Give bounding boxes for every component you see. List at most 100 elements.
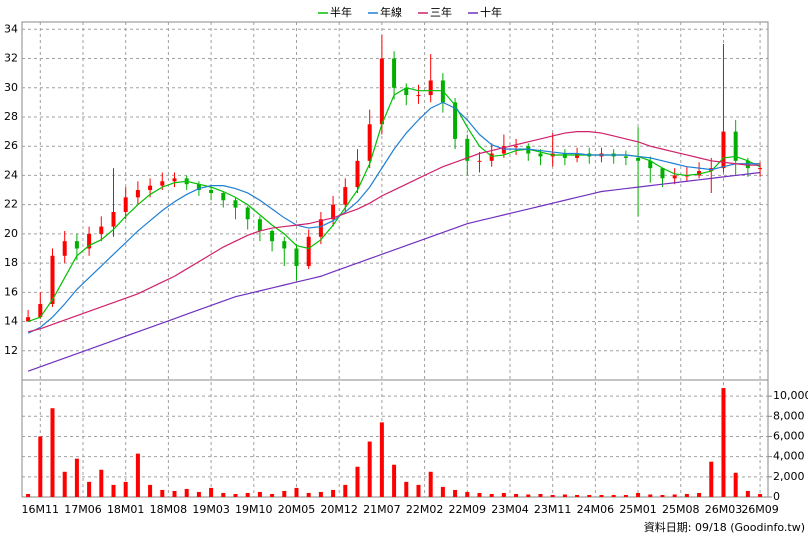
y2-tick-label: 10,000	[773, 389, 808, 402]
volume-bar	[550, 494, 555, 497]
x-tick-label: 25M08	[662, 503, 700, 516]
candle-body	[575, 153, 580, 158]
candle-body	[38, 304, 43, 318]
candle-body	[221, 192, 226, 201]
ma-line	[27, 171, 761, 372]
candle-body	[74, 241, 79, 249]
volume-bar	[465, 491, 470, 497]
candle-body	[343, 187, 348, 205]
legend-label: 年線	[380, 5, 402, 19]
legend-label: 三年	[430, 5, 452, 19]
x-tick-label: 18M08	[150, 503, 188, 516]
volume-bar	[355, 466, 360, 497]
volume-bar	[245, 492, 250, 497]
candle-body	[379, 58, 384, 125]
x-tick-label: 18M01	[107, 503, 145, 516]
volume-bar	[379, 422, 384, 497]
volume-bar	[196, 491, 201, 497]
volume-bar	[135, 453, 140, 497]
candle-body	[758, 168, 763, 170]
x-tick-label: 21M07	[363, 503, 401, 516]
x-tick-label: 22M02	[406, 503, 444, 516]
candle-body	[660, 168, 665, 179]
y2-tick-label: 6,000	[773, 429, 805, 442]
volume-bar	[489, 493, 494, 497]
candle-body	[99, 226, 104, 234]
candle-body	[697, 171, 702, 176]
volume-bar	[745, 490, 750, 497]
x-tick-label: 17M06	[64, 503, 102, 516]
candle-body	[562, 153, 567, 158]
volume-bar	[318, 491, 323, 497]
volume-bar	[294, 487, 299, 497]
x-tick-label: 19M03	[192, 503, 230, 516]
candle-body	[428, 80, 433, 96]
candle-body	[514, 146, 519, 148]
x-tick-label: 25M01	[619, 503, 657, 516]
y2-tick-label: 0	[773, 490, 780, 503]
candle-body	[538, 153, 543, 157]
volume-bar	[184, 488, 189, 497]
legend-label: 半年	[330, 5, 352, 19]
candle-body	[123, 197, 128, 212]
volume-bar	[587, 494, 592, 497]
volume-bar	[233, 493, 238, 497]
candle-body	[392, 58, 397, 88]
volume-bar	[148, 484, 153, 497]
candle-body	[526, 146, 531, 154]
y-tick-label: 16	[4, 285, 18, 298]
candle-body	[453, 102, 458, 139]
candle-body	[196, 184, 201, 191]
candle-body	[50, 255, 55, 305]
candle-body	[465, 138, 470, 161]
volume-bar	[453, 489, 458, 497]
candle-body	[404, 87, 409, 96]
volume-bar	[660, 494, 665, 497]
volume-bar	[331, 489, 336, 497]
y2-tick-label: 8,000	[773, 409, 805, 422]
volume-bar	[38, 436, 43, 497]
candle-body	[233, 200, 238, 208]
candle-body	[623, 156, 628, 158]
y-tick-label: 32	[4, 52, 18, 65]
volume-bar	[416, 484, 421, 497]
x-tick-label: 26M09	[741, 503, 779, 516]
candle-body	[477, 160, 482, 162]
volume-bar	[367, 441, 372, 497]
volume-bar	[123, 481, 128, 497]
y-tick-label: 14	[4, 315, 18, 328]
candle-body	[648, 160, 653, 169]
plot-frame	[21, 21, 769, 498]
candle-body	[209, 190, 214, 193]
volume-bar	[623, 494, 628, 497]
x-tick-label: 16M11	[22, 503, 60, 516]
candle-body	[87, 233, 92, 249]
volume-bar	[62, 471, 67, 497]
volume-bar	[428, 471, 433, 497]
volume-bar	[709, 461, 714, 497]
volume-bar	[575, 494, 580, 497]
volume-bar	[343, 484, 348, 497]
x-tick-label: 19M10	[235, 503, 273, 516]
y2-tick-label: 2,000	[773, 470, 805, 483]
candle-body	[26, 317, 31, 322]
volume-bar	[87, 481, 92, 497]
candle-body	[355, 160, 360, 188]
candle-body	[636, 157, 641, 161]
candle-body	[135, 190, 140, 198]
volume-bar	[697, 492, 702, 497]
volume-bar	[684, 493, 689, 497]
volume-bar	[221, 492, 226, 497]
volume-bar	[257, 491, 262, 497]
volume-bar	[648, 494, 653, 497]
candle-body	[331, 204, 336, 220]
x-tick-label: 22M09	[449, 503, 487, 516]
volume-bar	[477, 492, 482, 497]
candle-body	[148, 185, 153, 191]
y-tick-label: 34	[4, 22, 18, 35]
candle-body	[733, 131, 738, 161]
x-tick-label: 24M06	[577, 503, 615, 516]
volume-bar	[306, 492, 311, 497]
candle-body	[721, 131, 726, 169]
